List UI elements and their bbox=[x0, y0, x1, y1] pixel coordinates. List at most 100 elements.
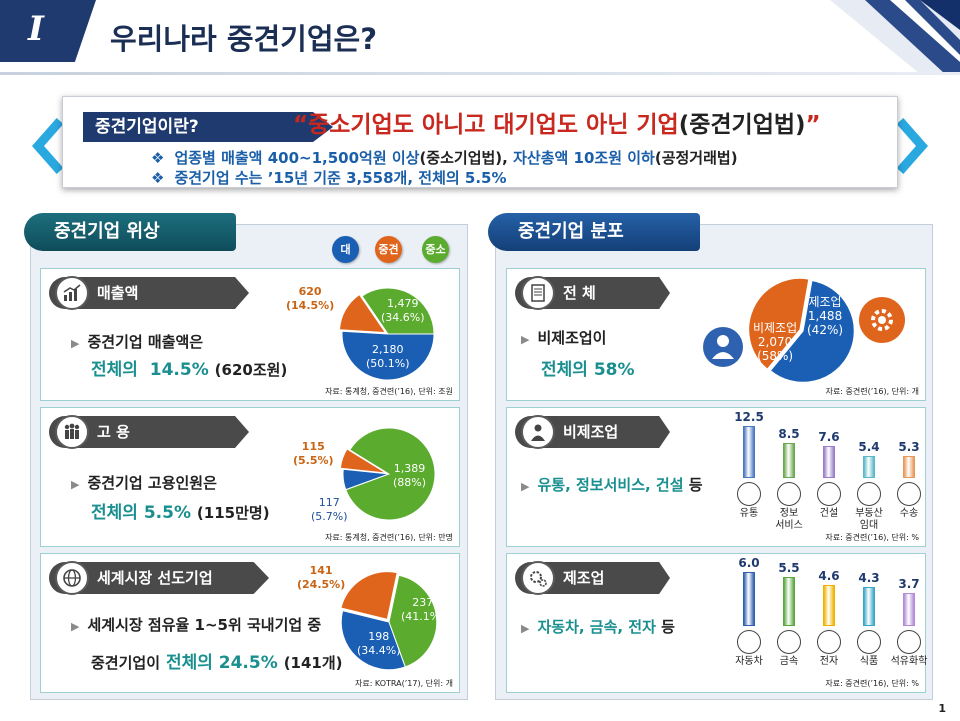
bar-category-label: 정보 서비스 bbox=[775, 508, 803, 531]
category-icon bbox=[777, 482, 801, 506]
section-numeral: I bbox=[28, 9, 44, 49]
total-pie-chart bbox=[748, 277, 855, 383]
quote-law: (중견기업법) bbox=[678, 112, 806, 138]
global-pie-chart bbox=[340, 571, 438, 671]
employment-small-value: 1,389 bbox=[393, 462, 426, 475]
sales-label-small: 1,479 (34.6%) bbox=[381, 297, 425, 325]
total-non-value: 2,070 bbox=[757, 335, 793, 349]
total-source: 자료: 중견련(’16), 단위: 개 bbox=[825, 387, 919, 396]
bullet1-sales-law: (중소기업법), bbox=[419, 149, 508, 167]
employment-source: 자료: 통계청, 중견련(’16), 단위: 만명 bbox=[325, 533, 453, 542]
pie-slice-0 bbox=[769, 279, 855, 383]
category-icon bbox=[737, 482, 761, 506]
sales-mid-pct: (14.5%) bbox=[286, 299, 335, 312]
category-icon bbox=[857, 630, 881, 654]
total-line2: 전체의 58% bbox=[541, 360, 635, 380]
global-line2-b: 전체의 24.5% bbox=[165, 653, 278, 673]
bullet2-text: 중견기업 수는 ’15년 기준 3,558개, 전체의 5.5% bbox=[174, 169, 507, 187]
nonmfg-line1-tail: 등 bbox=[688, 476, 703, 494]
bar-value-label: 3.7 bbox=[898, 576, 920, 591]
bar-category-label: 부동산 임대 bbox=[855, 508, 883, 531]
bar-category-label: 금속 bbox=[779, 656, 799, 667]
sales-line2-c: (620조원) bbox=[214, 361, 288, 379]
employment-large-pct: (5.7%) bbox=[311, 510, 348, 523]
bar-value-label: 7.6 bbox=[818, 430, 840, 445]
header-divider bbox=[0, 72, 960, 75]
category-icon bbox=[817, 482, 841, 506]
document-icon bbox=[521, 276, 555, 310]
bullet1-assets: 자산총액 10조원 이하 bbox=[513, 149, 655, 167]
global-line1: ▶ 세계시장 점유율 1~5위 국내기업 중 bbox=[71, 616, 322, 634]
sales-line2-b: 14.5% bbox=[149, 360, 209, 380]
bar-value-label: 12.5 bbox=[734, 410, 764, 424]
people-icon bbox=[55, 415, 89, 449]
bar-2 bbox=[823, 446, 835, 478]
employment-line2: 전체의 5.5% (115만명) bbox=[91, 498, 270, 523]
person-icon bbox=[703, 327, 743, 367]
category-icon bbox=[897, 482, 921, 506]
global-line2: 중견기업이 전체의 24.5% (141개) bbox=[91, 648, 343, 673]
bar-category-label: 건설 bbox=[819, 508, 839, 519]
bar-value-label: 6.0 bbox=[738, 556, 760, 570]
category-icon bbox=[777, 630, 801, 654]
left-chevron-icon bbox=[32, 118, 64, 174]
employment-line2-c: (115만명) bbox=[196, 504, 270, 522]
pie-slice-2 bbox=[361, 287, 435, 335]
employment-line1-text: 중견기업 고용인원은 bbox=[87, 474, 217, 492]
definition-box: 중견기업이란? “중소기업도 아니고 대기업도 아닌 기업(중견기업법)” ❖ 업… bbox=[62, 96, 898, 188]
bullet1-assets-law: (공정거래법) bbox=[654, 149, 738, 167]
total-line1: ▶ 비제조업이 bbox=[521, 329, 607, 347]
mfg-line1-tail: 등 bbox=[661, 618, 675, 636]
pie-slice-1 bbox=[748, 277, 810, 371]
tab-distribution: 중견기업 분포 bbox=[488, 213, 700, 251]
bar-4 bbox=[903, 455, 915, 478]
header-stripe-decoration bbox=[830, 0, 960, 74]
employment-panel: 고 용 ▶ 중견기업 고용인원은 전체의 5.5% (115만명) 115 (5.5… bbox=[40, 407, 460, 547]
employment-line1: ▶ 중견기업 고용인원은 bbox=[71, 474, 217, 492]
category-icon bbox=[897, 630, 921, 654]
nonmfg-line1: ▶ 유통, 정보서비스, 건설 등 bbox=[521, 476, 703, 494]
sales-large-pct: (50.1%) bbox=[366, 357, 410, 370]
bar-1 bbox=[783, 576, 795, 626]
sales-panel: 매출액 ▶ 중견기업 매출액은 전체의 14.5% (620조원) 620 (14.… bbox=[40, 268, 460, 401]
bar-3 bbox=[863, 455, 875, 478]
definition-tag: 중견기업이란? bbox=[83, 112, 333, 142]
pie-slice-2 bbox=[388, 574, 438, 668]
category-icon bbox=[857, 482, 881, 506]
mfg-bar-chart: 6.0 자동차 5.5 금속 4.6 전자 4.3 식품 3.7 석유화학 bbox=[717, 554, 927, 694]
pie-slice-1 bbox=[338, 293, 387, 334]
mfg-line1-text: 자동차, 금속, 전자 bbox=[537, 618, 656, 636]
legend-small: 중소 bbox=[422, 236, 449, 263]
employment-line2-a: 전체의 5.5% bbox=[91, 503, 191, 523]
bar-chart-icon bbox=[55, 276, 89, 310]
mfg-line1: ▶ 자동차, 금속, 전자 등 bbox=[521, 618, 675, 636]
bar-category-label: 전자 bbox=[819, 656, 839, 667]
bullet1-sales: 업종별 매출액 400~1,500억원 이상 bbox=[174, 149, 420, 167]
sales-small-value: 1,479 bbox=[387, 297, 419, 310]
bar-value-label: 5.3 bbox=[898, 439, 920, 454]
global-small-pct: (41.1%) bbox=[401, 610, 445, 623]
employment-label-large: 117 (5.7%) bbox=[311, 496, 348, 524]
bar-value-label: 4.6 bbox=[818, 568, 840, 583]
pie-slice-0 bbox=[340, 610, 407, 671]
total-pill-label: 전 체 bbox=[563, 284, 596, 302]
employment-mid-value: 115 bbox=[301, 440, 325, 453]
nonmfg-line1-text: 유통, 정보서비스, 건설 bbox=[537, 476, 684, 494]
global-line2-a: 중견기업이 bbox=[91, 654, 161, 672]
employment-pill-label: 고 용 bbox=[97, 423, 130, 441]
total-mfg-value: 1,488 bbox=[807, 309, 843, 323]
page-title: 우리나라 중견기업은? bbox=[110, 22, 378, 56]
pie-slice-0 bbox=[341, 330, 435, 381]
legend-large: 대 bbox=[332, 236, 359, 263]
bar-category-label: 자동차 bbox=[735, 656, 763, 667]
sales-large-value: 2,180 bbox=[372, 343, 404, 356]
sales-label-large: 2,180 (50.1%) bbox=[366, 343, 410, 371]
tab-position: 중견기업 위상 bbox=[24, 213, 236, 251]
page-number: 1 bbox=[938, 702, 946, 715]
nonmfg-pill-label: 비제조업 bbox=[563, 423, 619, 441]
sales-line2-a: 전체의 bbox=[91, 360, 138, 380]
category-icon bbox=[737, 630, 761, 654]
sales-line1: ▶ 중견기업 매출액은 bbox=[71, 333, 204, 351]
bar-1 bbox=[783, 442, 795, 478]
employment-large-value: 117 bbox=[318, 496, 340, 509]
